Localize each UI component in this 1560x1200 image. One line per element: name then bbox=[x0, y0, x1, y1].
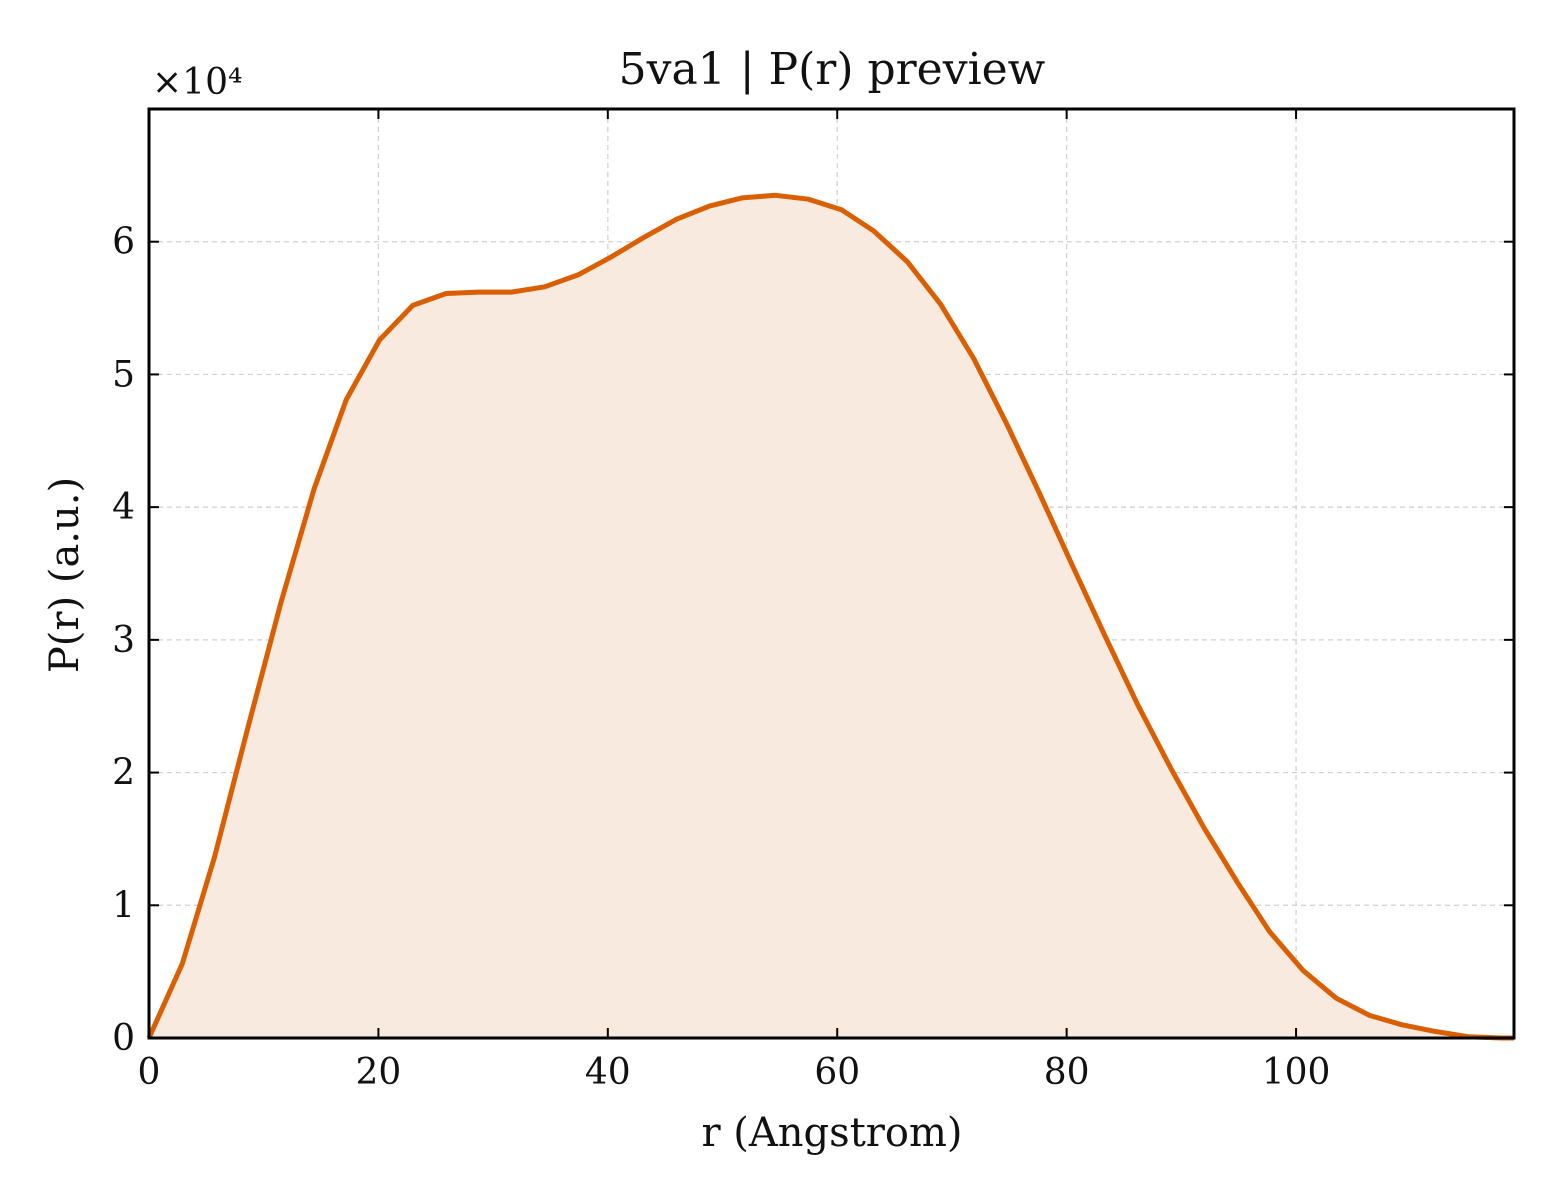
y-axis-label: P(r) (a.u.) bbox=[42, 477, 88, 673]
x-tick-label: 40 bbox=[585, 1052, 631, 1093]
x-tick-label: 0 bbox=[138, 1052, 161, 1093]
x-axis-label: r (Angstrom) bbox=[701, 1110, 962, 1156]
x-tick-label: 20 bbox=[356, 1052, 402, 1093]
plot-frame bbox=[147, 107, 1516, 1040]
x-tick-label: 80 bbox=[1044, 1052, 1090, 1093]
tick-labels: 0 20 40 60 80 100 0 1 2 3 4 5 6 bbox=[112, 222, 1330, 1093]
y-tick-label: 4 bbox=[112, 487, 135, 528]
y-tick-label: 2 bbox=[112, 753, 135, 794]
pr-line bbox=[146, 192, 1514, 1041]
pr-area-fill bbox=[149, 195, 1514, 1039]
y-tick-label: 6 bbox=[112, 222, 135, 263]
x-tick-label: 60 bbox=[814, 1052, 860, 1093]
chart-title: 5va1 | P(r) preview bbox=[619, 44, 1046, 95]
y-offset-label: ×10⁴ bbox=[152, 62, 242, 103]
data-layer bbox=[146, 192, 1514, 1041]
y-tick-label: 0 bbox=[112, 1018, 135, 1059]
y-tick-label: 5 bbox=[112, 354, 135, 395]
y-tick-label: 3 bbox=[112, 620, 135, 661]
x-tick-label: 100 bbox=[1262, 1052, 1331, 1093]
y-tick-label: 1 bbox=[112, 885, 135, 926]
ticks bbox=[148, 109, 1514, 1039]
